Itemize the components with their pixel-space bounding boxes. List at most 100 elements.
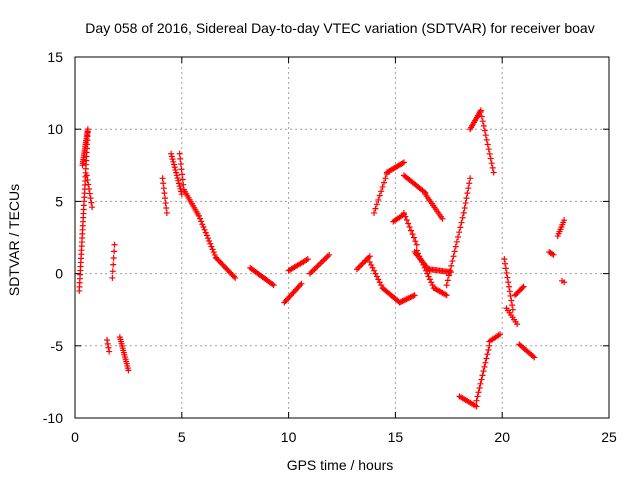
x-tick-label: 0 [71, 429, 79, 445]
data-point [199, 221, 206, 228]
data-point [163, 205, 170, 212]
data-point [484, 141, 491, 148]
data-point [109, 268, 116, 275]
data-point [179, 176, 186, 183]
data-point [398, 298, 405, 305]
data-point [365, 254, 372, 261]
data-point [406, 294, 413, 301]
data-point [363, 256, 370, 263]
data-point [443, 282, 450, 289]
data-point [172, 166, 179, 173]
x-tick-label: 25 [601, 429, 617, 445]
data-point [529, 353, 536, 360]
data-point [410, 292, 417, 299]
data-point [104, 340, 111, 347]
data-point [485, 347, 492, 354]
data-point [175, 177, 182, 184]
data-point [326, 251, 333, 258]
data-point [476, 385, 483, 392]
data-point [405, 220, 412, 227]
data-point [449, 258, 456, 265]
data-point [176, 150, 183, 157]
data-point [170, 158, 177, 165]
x-tick-label: 10 [281, 429, 297, 445]
data-point [480, 122, 487, 129]
data-point [420, 261, 427, 268]
data-point [478, 113, 485, 120]
data-point [203, 232, 210, 239]
data-point [177, 185, 184, 192]
data-points [76, 107, 568, 410]
data-point [399, 160, 406, 167]
data-point [448, 262, 455, 269]
data-point [474, 393, 481, 400]
data-point [201, 226, 208, 233]
data-point [353, 266, 360, 273]
data-point [355, 264, 362, 271]
data-point [456, 229, 463, 236]
data-point [507, 292, 514, 299]
data-point [312, 264, 319, 271]
grid [75, 57, 609, 418]
data-point [371, 209, 378, 216]
data-point [408, 227, 415, 234]
data-point [89, 204, 96, 211]
data-point [504, 274, 511, 281]
data-point [198, 218, 205, 225]
data-point [426, 276, 433, 283]
data-point [425, 273, 432, 280]
data-point [482, 132, 489, 139]
axis-ticks: 0 5 10 15 20 25 -10 -5 0 5 10 15 [43, 49, 617, 445]
data-point [479, 372, 486, 379]
data-point [486, 150, 493, 157]
data-point [358, 261, 365, 268]
data-point [445, 272, 452, 279]
data-point [561, 279, 568, 286]
data-point [480, 368, 487, 375]
data-point [318, 259, 325, 266]
data-point [162, 195, 169, 202]
data-point [455, 234, 462, 241]
data-point [519, 284, 526, 291]
data-point [458, 219, 465, 226]
data-point [361, 259, 368, 266]
data-point [485, 146, 492, 153]
data-point [321, 256, 328, 263]
data-point [169, 156, 176, 163]
data-point [375, 276, 382, 283]
data-point [171, 164, 178, 171]
data-point [373, 201, 380, 208]
data-point [450, 253, 457, 260]
data-point [177, 155, 184, 162]
data-point [168, 150, 175, 157]
x-tick-label: 5 [178, 429, 186, 445]
data-point [106, 348, 113, 355]
data-point [379, 183, 386, 190]
data-point [378, 282, 385, 289]
data-point [308, 269, 315, 276]
data-point [443, 292, 450, 299]
data-point [506, 288, 513, 295]
data-point [429, 282, 436, 289]
data-point [410, 234, 417, 241]
data-point [481, 363, 488, 370]
y-tick-label: 15 [47, 49, 63, 65]
data-point [475, 389, 482, 396]
data-point [109, 274, 116, 281]
data-point [413, 247, 420, 254]
data-point [477, 108, 484, 115]
data-point [174, 175, 181, 182]
y-tick-label: -10 [43, 410, 63, 426]
data-point [482, 359, 489, 366]
data-point [230, 273, 237, 280]
data-point [84, 176, 91, 183]
data-point [159, 175, 166, 182]
data-point [232, 274, 239, 281]
data-point [195, 212, 202, 219]
data-point [359, 260, 366, 267]
data-point [311, 266, 318, 273]
data-point [314, 263, 321, 270]
data-point [320, 257, 327, 264]
data-point [505, 283, 512, 290]
